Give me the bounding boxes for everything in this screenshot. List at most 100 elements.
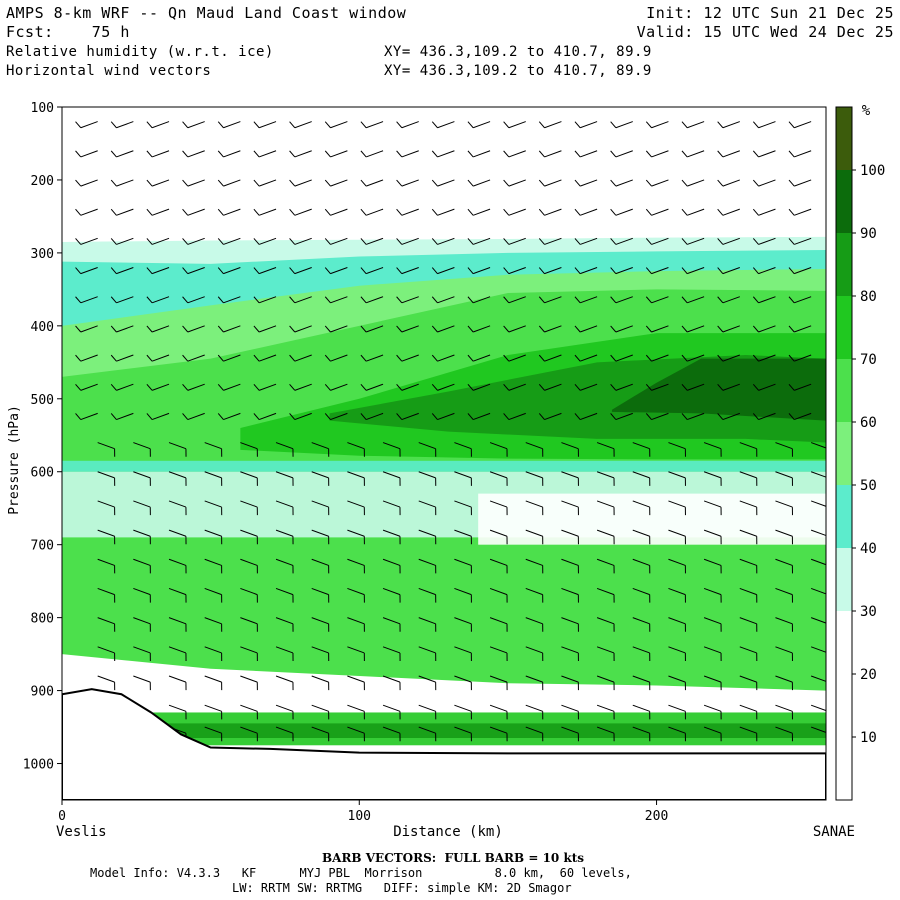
wind-barb — [703, 500, 722, 516]
colorbar-unit: % — [862, 103, 871, 119]
barb-staff — [168, 704, 187, 712]
wind-barb — [217, 121, 241, 129]
wind-barb — [110, 237, 134, 245]
wind-barb — [489, 617, 508, 632]
barb-flag — [324, 238, 331, 245]
wind-barb — [382, 675, 401, 691]
barb-staff — [382, 617, 401, 625]
barb-staff — [382, 587, 401, 596]
barb-staff — [668, 500, 686, 508]
barb-staff — [116, 383, 134, 391]
barb-staff — [168, 471, 187, 479]
wind-barb — [418, 471, 437, 486]
barb-staff — [489, 704, 508, 712]
wind-barb — [681, 325, 705, 333]
barb-flag — [431, 208, 438, 216]
barb-staff — [418, 500, 436, 508]
barb-flag — [788, 267, 795, 274]
barb-flag — [253, 208, 260, 216]
wind-barb — [240, 471, 258, 486]
barb-flag — [752, 325, 759, 333]
colorbar-label: 50 — [860, 478, 877, 494]
barb-staff — [687, 383, 705, 391]
wind-barb — [204, 587, 223, 603]
barb-staff — [80, 354, 98, 362]
barb-staff — [703, 675, 722, 683]
barb-flag — [75, 383, 82, 391]
barb-staff — [418, 442, 436, 450]
barb-staff — [330, 412, 348, 421]
y-tick-label: 1000 — [23, 758, 54, 773]
barb-flag — [717, 179, 724, 187]
wind-barb — [289, 412, 312, 421]
wind-barb — [360, 179, 384, 187]
barb-flag — [360, 150, 367, 158]
wind-barb — [253, 296, 277, 304]
barb-staff — [794, 179, 812, 187]
barb-flag — [396, 208, 403, 216]
barb-staff — [168, 500, 187, 508]
barb-staff — [116, 412, 134, 421]
barb-flag — [289, 383, 296, 391]
barb-staff — [561, 726, 579, 734]
barb-flag — [360, 208, 367, 216]
x-tick-label: 100 — [348, 809, 371, 824]
barb-staff — [80, 237, 98, 245]
barb-flag — [574, 296, 581, 304]
barb-flag — [182, 208, 189, 216]
barb-staff — [722, 267, 740, 275]
barb-staff — [615, 325, 633, 333]
barb-staff — [489, 617, 508, 625]
barb-flag — [574, 383, 581, 391]
barb-flag — [110, 383, 117, 391]
terrain-surface — [62, 688, 826, 800]
wind-barb — [717, 354, 740, 362]
wind-barb — [610, 150, 633, 158]
barb-staff — [668, 529, 686, 537]
barb-staff — [223, 296, 241, 304]
barb-staff — [561, 529, 579, 537]
barb-flag — [182, 354, 189, 362]
barb-staff — [311, 726, 329, 734]
wind-barb — [418, 726, 437, 742]
wind-barb — [788, 296, 812, 304]
wind-barb — [168, 646, 187, 661]
barb-staff — [97, 646, 115, 654]
rh-band-80-90-4 — [62, 723, 826, 738]
barb-staff — [80, 296, 98, 304]
colorbar: 10 20 30 40 50 60 70 80 90 100 — [835, 106, 885, 801]
wind-barb — [146, 296, 170, 304]
barb-flag — [75, 267, 82, 274]
barb-flag — [146, 208, 153, 216]
wind-barb — [347, 471, 365, 486]
barb-staff — [722, 237, 740, 245]
barb-staff — [651, 354, 669, 362]
wind-barb — [561, 500, 579, 516]
barb-staff — [687, 412, 705, 421]
wind-barb — [311, 529, 330, 545]
wind-barb — [431, 179, 455, 187]
wind-barb — [217, 325, 241, 333]
wind-barb — [431, 150, 455, 158]
barb-flag — [503, 238, 510, 245]
barb-staff — [758, 121, 776, 129]
wind-barb — [561, 704, 579, 720]
wind-barb — [632, 558, 651, 574]
wind-barb — [253, 237, 277, 245]
barb-staff — [810, 529, 826, 537]
wind-barb — [168, 442, 187, 457]
barb-staff — [223, 150, 241, 158]
barb-staff — [651, 267, 669, 275]
barb-staff — [347, 617, 365, 625]
barb-flag — [610, 383, 617, 391]
wind-barb — [752, 267, 776, 275]
barb-flag — [324, 325, 331, 333]
wind-barb — [182, 267, 205, 275]
wind-barb — [204, 529, 223, 545]
wind-barb — [810, 529, 826, 537]
barb-flag — [289, 267, 296, 274]
wind-barb — [75, 325, 98, 333]
barb-staff — [97, 500, 115, 508]
wind-barb — [632, 675, 651, 691]
barb-staff — [544, 383, 562, 391]
